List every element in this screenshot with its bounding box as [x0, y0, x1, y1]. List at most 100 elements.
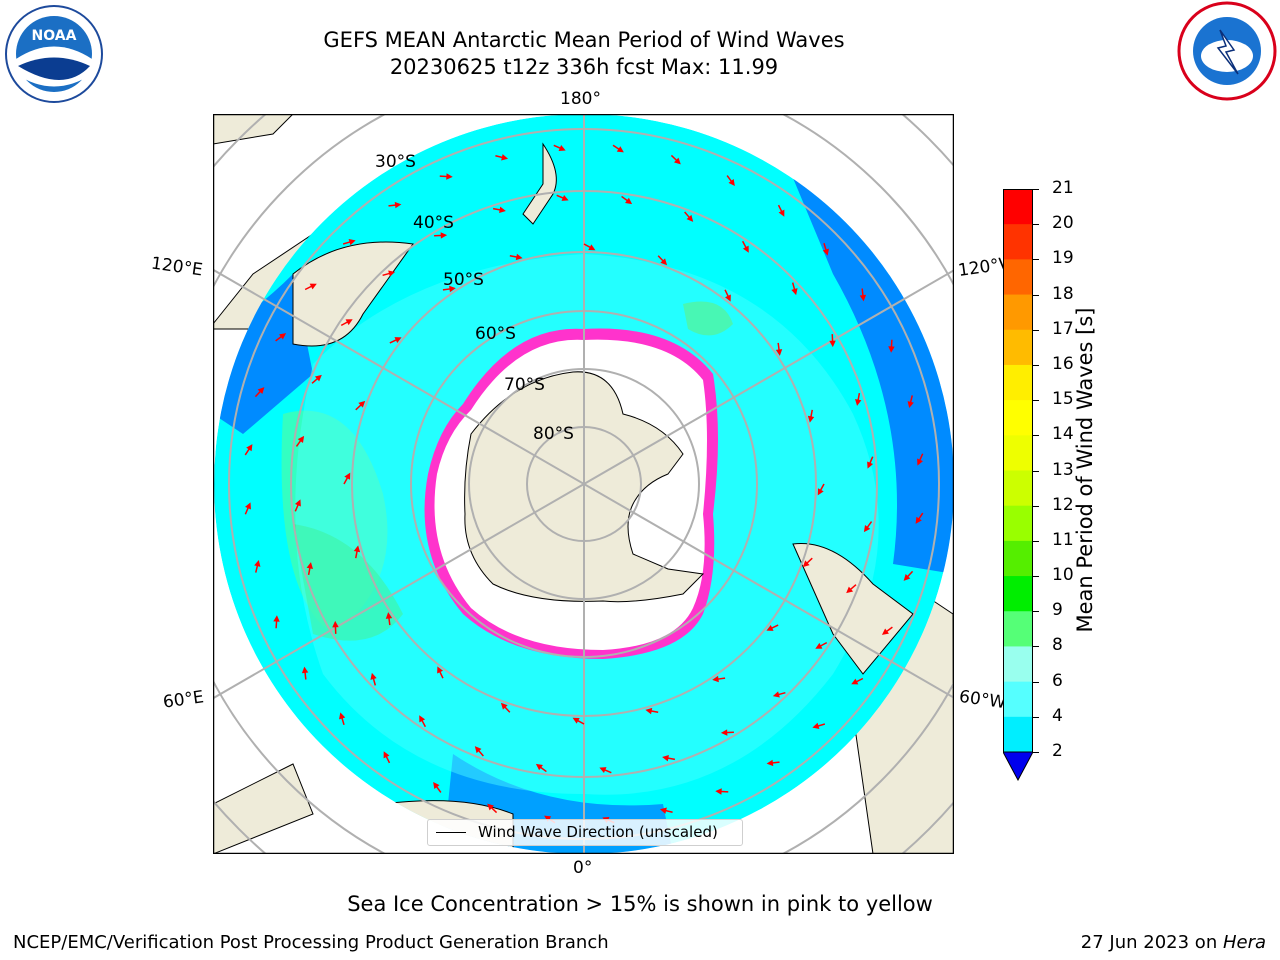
lat-label-60s: 60°S [475, 324, 516, 344]
colorbar-segment [1003, 470, 1033, 507]
wind-wave-arrow-head [348, 239, 356, 246]
footer-date: 27 Jun 2023 on Hera [1081, 932, 1266, 953]
wind-wave-arrow-head [855, 399, 862, 406]
colorbar-segment [1003, 224, 1033, 260]
wind-wave-arrow-head [720, 729, 728, 736]
colorbar-extend-arrow [1002, 751, 1034, 782]
wind-wave-arrow-head [344, 472, 351, 480]
wind-wave-arrow-head [766, 624, 774, 631]
colorbar-segment [1003, 259, 1033, 296]
wind-wave-arrow-head [588, 244, 596, 251]
wind-wave-arrow-head [724, 294, 731, 302]
wind-wave-arrow-head [535, 763, 543, 771]
colorbar-segment [1003, 294, 1033, 331]
footer-date-text: 27 Jun 2023 on [1080, 932, 1223, 953]
colorbar-segment [1003, 364, 1033, 401]
map-svg [212, 113, 955, 855]
wind-wave-arrow-head [817, 488, 824, 496]
wind-wave-arrow-head [766, 759, 774, 767]
colorbar-segment [1003, 329, 1033, 366]
wind-wave-arrow-head [712, 675, 719, 683]
wind-wave-arrow-head [273, 615, 280, 622]
wind-wave-arrow-head [915, 516, 922, 524]
colorbar-tick-label: 15 [1052, 389, 1074, 410]
wind-wave-arrow-head [433, 781, 440, 789]
colorbar-segment [1003, 435, 1033, 471]
wind-wave-arrow-head [572, 717, 580, 724]
wind-wave-arrow-head [659, 807, 667, 814]
wind-wave-arrow-head [309, 283, 317, 290]
colorbar-segment [1003, 576, 1033, 612]
wind-wave-arrow-head [625, 197, 633, 205]
wind-wave-arrow-head [499, 206, 506, 213]
legend-label: Wind Wave Direction (unscaled) [478, 823, 718, 841]
map-legend: Wind Wave Direction (unscaled) [427, 819, 743, 846]
wind-wave-arrow-head [846, 586, 854, 594]
colorbar-segment [1003, 505, 1033, 542]
map-frame [212, 113, 955, 855]
wind-wave-arrow-head [791, 288, 798, 296]
colorbar-tick-mark [1033, 224, 1039, 226]
colorbar-tick-mark [1033, 189, 1039, 190]
footer-host: Hera [1222, 932, 1266, 953]
wind-wave-arrow-head [306, 562, 313, 569]
colorbar-tick-label: 12 [1052, 494, 1074, 515]
colorbar-tick-mark [1033, 400, 1039, 402]
wind-wave-arrow-head [599, 767, 607, 774]
colorbar-segment [1003, 716, 1033, 753]
colorbar-tick-mark [1033, 540, 1039, 542]
colorbar-tick-label: 10 [1052, 565, 1074, 586]
lon-label-0: 0° [573, 858, 593, 878]
wind-wave-arrow-head [863, 525, 871, 533]
wind-wave-arrow-head [449, 285, 456, 293]
colorbar-tick-label: 14 [1052, 424, 1074, 445]
wind-wave-arrow-head [446, 173, 453, 180]
wind-wave-arrow-head [807, 415, 815, 423]
legend-line-icon [436, 832, 466, 833]
lat-label-50s: 50°S [443, 270, 484, 290]
colorbar-tick-mark [1033, 435, 1039, 437]
wind-wave-arrow-head [394, 201, 402, 209]
colorbar [1002, 189, 1034, 782]
colorbar-frame [1003, 189, 1033, 753]
colorbar-tick-label: 9 [1052, 600, 1063, 621]
colorbar-segment [1003, 540, 1033, 577]
wind-wave-arrow-head [888, 346, 895, 353]
wind-wave-arrow-head [829, 340, 836, 348]
chart-title-line2: 20230625 t12z 336h fcst Max: 11.99 [389, 55, 779, 79]
colorbar-tick-label: 20 [1052, 213, 1074, 234]
wind-wave-arrow-head [812, 722, 820, 729]
wind-wave-arrow-head [353, 545, 361, 553]
sea-ice-note: Sea Ice Concentration > 15% is shown in … [347, 892, 933, 916]
lon-label-180: 180° [560, 89, 601, 109]
colorbar-tick-label: 18 [1052, 283, 1074, 304]
wind-wave-arrow-head [314, 374, 322, 382]
wind-wave-arrow-head [440, 232, 448, 239]
wind-wave-arrow-head [279, 333, 287, 340]
chart-title-line1: GEFS MEAN Antarctic Mean Period of Wind … [323, 28, 845, 52]
wind-wave-arrow-head [772, 691, 780, 698]
colorbar-tick-label: 21 [1052, 178, 1074, 198]
wind-wave-arrow-head [254, 559, 261, 567]
wind-wave-arrow-head [437, 666, 444, 674]
wind-wave-arrow-head [394, 337, 402, 344]
wind-wave-arrow-head [246, 444, 253, 452]
wind-wave-arrow-head [645, 707, 653, 715]
ocean-disc [214, 114, 954, 854]
wind-wave-arrow-head [903, 573, 911, 581]
wind-wave-arrow-head [339, 712, 346, 720]
noaa-logo-text: NOAA [32, 28, 77, 44]
colorbar-tick-mark [1033, 259, 1039, 261]
wind-wave-arrow-head [544, 815, 552, 822]
wind-wave-arrow-head [907, 401, 914, 409]
wind-wave-arrow-head [802, 560, 810, 568]
colorbar-tick-mark [1033, 576, 1039, 578]
wind-wave-arrow-head [881, 628, 889, 635]
lat-label-30s: 30°S [375, 152, 416, 172]
wind-wave-arrow-head [245, 502, 251, 510]
colorbar-svg [1002, 189, 1034, 782]
wind-wave-arrow-head [474, 746, 482, 754]
wind-wave-arrow-head [358, 400, 366, 408]
colorbar-tick-label: 19 [1052, 248, 1074, 269]
meridian-lines [213, 114, 954, 854]
